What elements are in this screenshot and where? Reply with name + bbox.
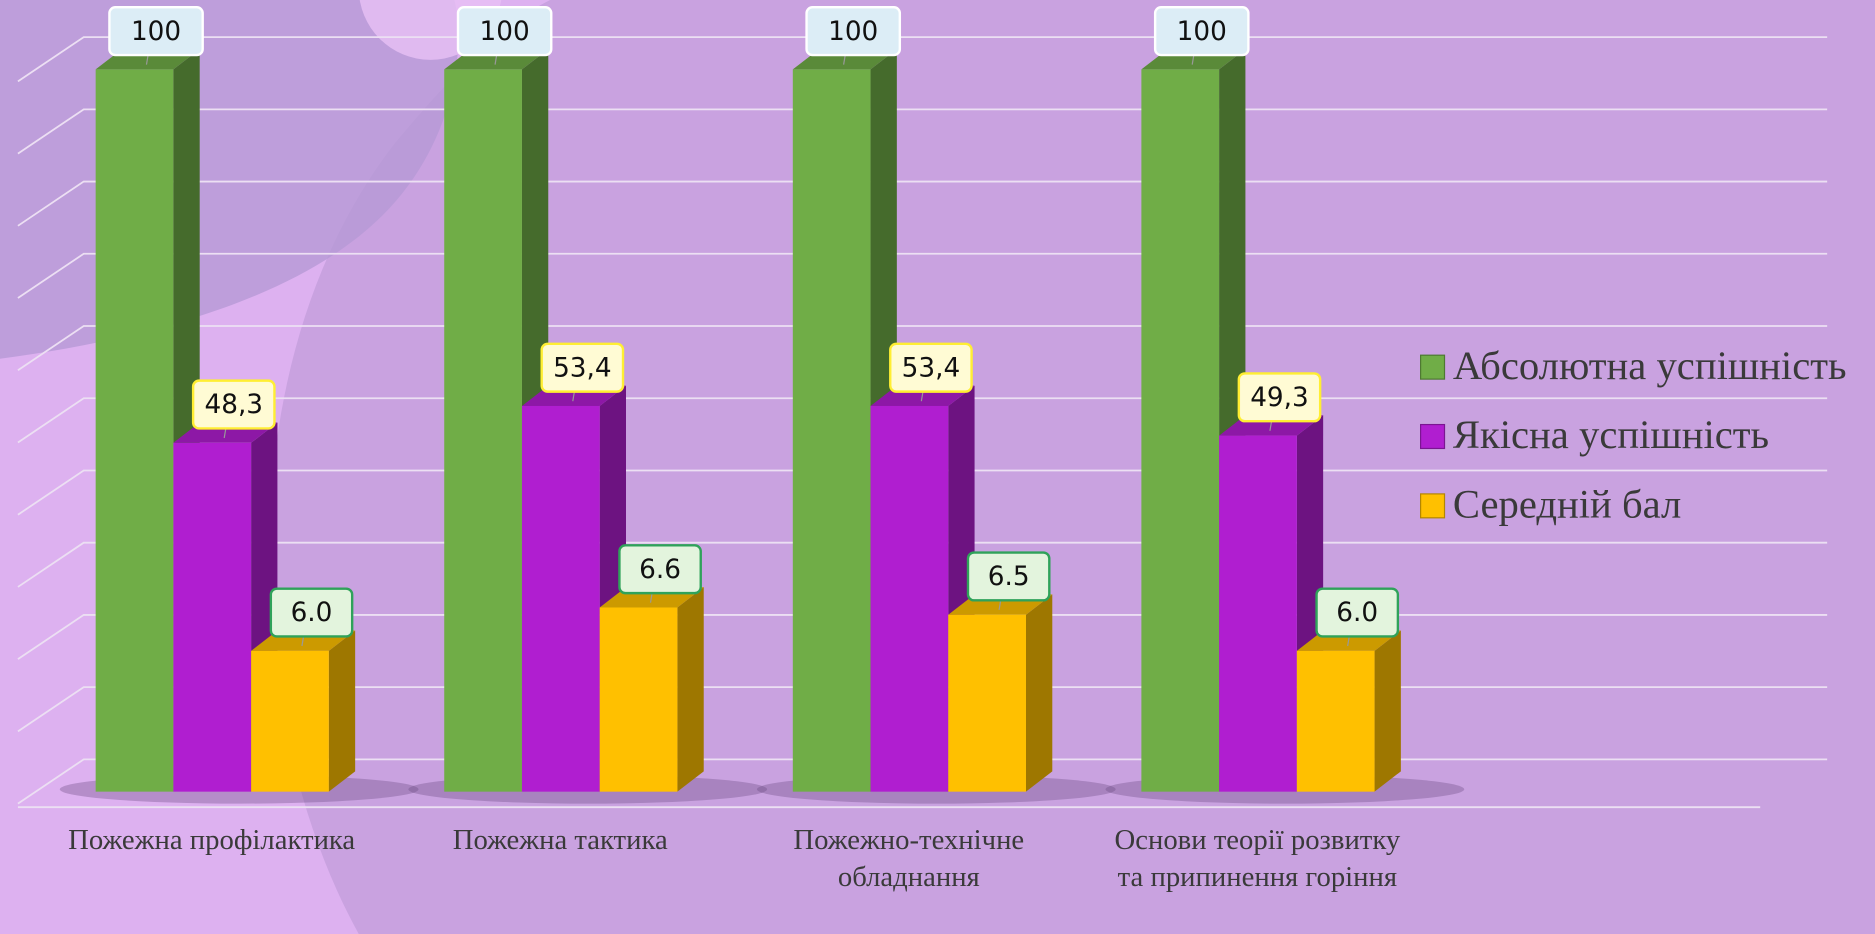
x-tick-label: Пожежна тактика	[452, 825, 668, 857]
bar-side	[677, 587, 704, 792]
bar-front	[251, 650, 329, 792]
data-label-box	[966, 551, 1051, 602]
data-label: 49,3	[1250, 383, 1309, 413]
x-tick-label: Основи теорії розвитку та припинення гор…	[1114, 825, 1401, 894]
data-label: 100	[480, 17, 530, 47]
bar-front	[792, 69, 871, 792]
legend-label: Середній бал	[1453, 482, 1681, 527]
bar-front	[948, 614, 1026, 792]
bar-front	[1296, 650, 1375, 792]
data-label-box	[456, 6, 553, 57]
data-label: 6.0	[1336, 598, 1378, 628]
data-label: 53,4	[902, 353, 961, 383]
data-label-box	[108, 6, 204, 57]
grid-line	[17, 252, 1828, 299]
data-label: 6.0	[291, 598, 333, 628]
bar-front	[444, 69, 522, 792]
data-label-box	[1237, 372, 1322, 423]
bar	[251, 630, 356, 792]
legend-label: Абсолютна успішність	[1453, 343, 1847, 388]
data-label: 100	[131, 17, 181, 47]
x-tick-label: Пожежна профілактика	[68, 825, 356, 857]
legend-swatch	[1420, 493, 1446, 519]
data-label: 6.6	[639, 555, 681, 585]
data-label: 100	[828, 17, 878, 47]
data-label-box	[805, 6, 902, 57]
bar-front	[1141, 69, 1220, 792]
x-tick-label-text: Основи теорії розвитку та припинення гор…	[1114, 825, 1401, 894]
x-tick-label: Пожежно-технічне обладнання	[793, 825, 1025, 894]
bar	[1296, 630, 1401, 792]
data-label-box	[618, 544, 702, 595]
bar-side	[328, 630, 356, 792]
data-label: 6.5	[988, 562, 1030, 592]
x-tick-label-text: Пожежно-технічне обладнання	[793, 825, 1025, 894]
bar	[948, 594, 1053, 792]
data-label: 48,3	[204, 390, 263, 420]
grid-line	[17, 180, 1828, 227]
data-label-box	[269, 587, 354, 638]
bar-front	[1219, 435, 1297, 792]
data-label-box	[1153, 6, 1250, 57]
bar	[599, 587, 704, 792]
grid-line	[17, 325, 1828, 372]
bar-front	[521, 405, 600, 792]
bar-front	[95, 69, 174, 792]
legend-swatch	[1420, 354, 1446, 380]
x-tick-label-text: Пожежна профілактика	[68, 825, 356, 857]
legend-label: Якісна успішність	[1453, 412, 1769, 457]
grid-line	[17, 108, 1828, 155]
bar-front	[173, 442, 252, 792]
data-label: 100	[1177, 17, 1227, 47]
bar-side	[1374, 630, 1401, 792]
data-label-box	[540, 342, 625, 393]
bar-front	[870, 405, 949, 792]
legend-swatch	[1420, 423, 1446, 450]
bar-front	[599, 607, 678, 792]
data-label-box	[889, 342, 973, 393]
bar-side	[1025, 594, 1053, 792]
x-tick-label-text: Пожежна тактика	[452, 825, 668, 857]
data-label: 53,4	[553, 353, 612, 383]
data-label-box	[1315, 587, 1400, 638]
data-label-box	[191, 379, 276, 430]
